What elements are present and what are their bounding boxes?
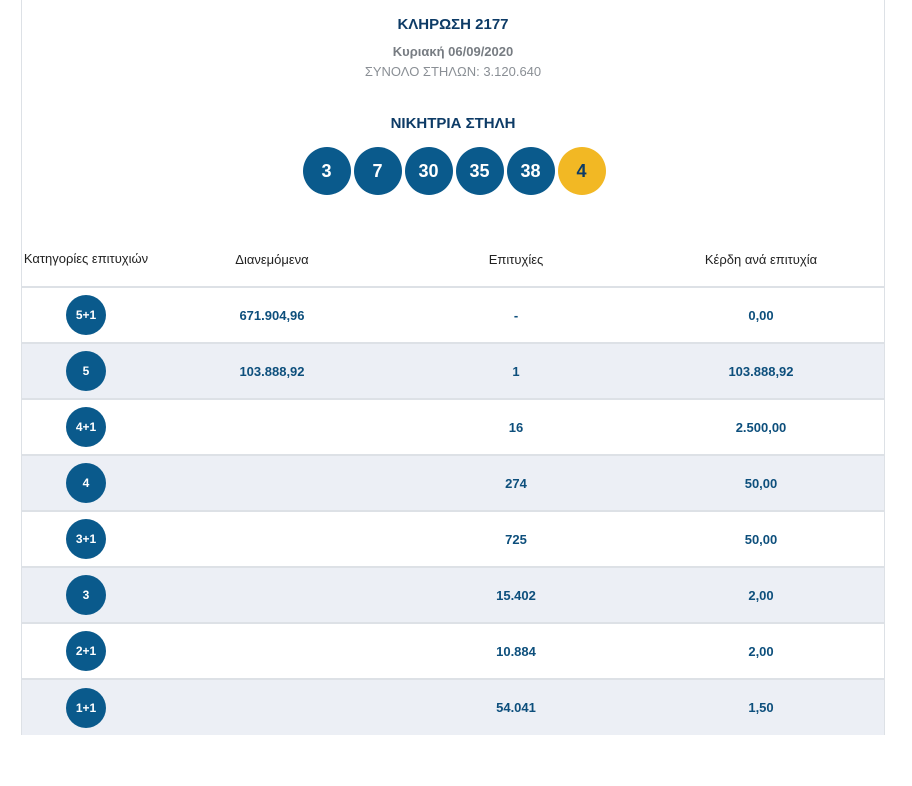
prize-value: 0,00: [748, 307, 774, 323]
header-category: Κατηγορίες επιτυχιών: [23, 251, 149, 266]
table-row: 4+1 16 2.500,00: [22, 400, 884, 456]
winners-value: 10.884: [496, 643, 536, 659]
prize-value: 50,00: [744, 475, 778, 491]
table-row: 3 15.402 2,00: [22, 568, 884, 624]
category-badge: 1+1: [66, 687, 106, 728]
prize-value: 1,50: [748, 700, 774, 715]
results-panel: ΚΛΗΡΩΣΗ 2177 Κυριακή 06/09/2020 ΣΥΝΟΛΟ Σ…: [21, 0, 885, 735]
table-row: 5+1 671.904,96 - 0,00: [22, 288, 884, 344]
pool-value: 103.888,92: [239, 363, 305, 379]
winning-number-ball: 38: [506, 147, 555, 195]
prize-table-header: Κατηγορίες επιτυχιών Διανεμόμενα Επιτυχί…: [22, 232, 884, 288]
draw-title: ΚΛΗΡΩΣΗ 2177: [397, 16, 509, 33]
category-badge: 5: [66, 351, 106, 391]
header-pool: Διανεμόμενα: [235, 251, 309, 267]
table-row: 3+1 725 50,00: [22, 512, 884, 568]
winners-value: -: [513, 307, 519, 323]
category-badge: 4: [66, 463, 106, 503]
category-badge: 3+1: [66, 519, 106, 559]
draw-total-columns: ΣΥΝΟΛΟ ΣΤΗΛΩΝ: 3.120.640: [364, 64, 542, 79]
prize-value: 2.500,00: [735, 419, 787, 435]
prize-value: 50,00: [744, 531, 778, 547]
winners-value: 15.402: [496, 587, 536, 603]
category-badge: 4+1: [66, 407, 106, 447]
winning-number-ball: 30: [404, 147, 453, 195]
winners-value: 1: [512, 363, 520, 379]
category-badge: 2+1: [66, 631, 106, 671]
winners-value: 274: [505, 475, 527, 491]
winners-value: 54.041: [496, 700, 536, 715]
winning-number-ball: 3: [302, 147, 351, 195]
table-row: 1+1 54.041 1,50: [22, 680, 884, 735]
joker-number-ball: 4: [557, 147, 606, 195]
prize-value: 103.888,92: [728, 363, 794, 379]
header-winners: Επιτυχίες: [488, 251, 544, 267]
header-prize: Κέρδη ανά επιτυχία: [704, 251, 818, 267]
table-row: 5 103.888,92 1 103.888,92: [22, 344, 884, 400]
winning-numbers: 3 7 30 35 38 4: [22, 147, 884, 195]
category-badge: 5+1: [66, 295, 106, 335]
prize-table: Κατηγορίες επιτυχιών Διανεμόμενα Επιτυχί…: [22, 232, 884, 735]
table-row: 2+1 10.884 2,00: [22, 624, 884, 680]
category-badge: 3: [66, 575, 106, 615]
winning-number-ball: 7: [353, 147, 402, 195]
draw-date: Κυριακή 06/09/2020: [392, 44, 514, 59]
winners-value: 725: [505, 531, 527, 547]
prize-value: 2,00: [748, 587, 774, 603]
table-row: 4 274 50,00: [22, 456, 884, 512]
prize-value: 2,00: [748, 643, 774, 659]
winning-number-ball: 35: [455, 147, 504, 195]
winning-column-title: ΝΙΚΗΤΡΙΑ ΣΤΗΛΗ: [390, 115, 516, 132]
winners-value: 16: [508, 419, 524, 435]
pool-value: 671.904,96: [239, 307, 305, 323]
